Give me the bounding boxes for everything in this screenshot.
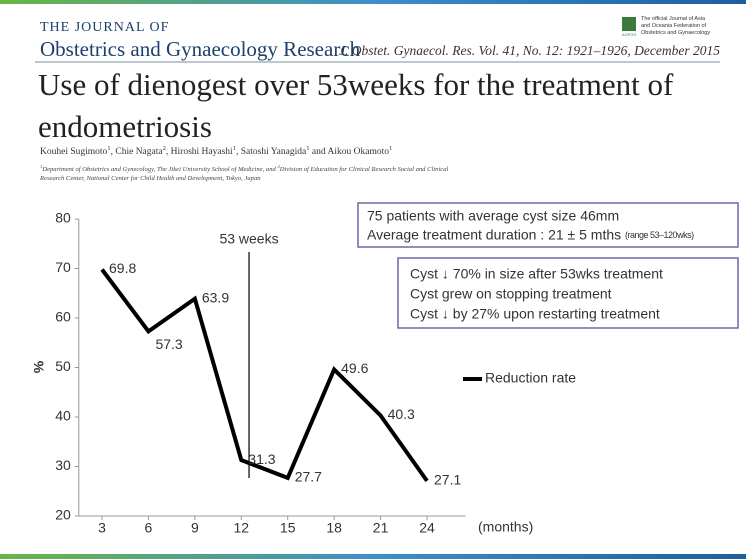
journal-line1: THE JOURNAL OF	[40, 20, 170, 35]
info-box	[357, 202, 739, 248]
y-tick-label: 40	[55, 408, 71, 424]
y-tick-label: 30	[55, 457, 71, 473]
info-line: Cyst grew on stopping treatment	[410, 286, 612, 302]
text-part: Kouhei Sugimoto	[40, 147, 108, 158]
text-part: and Aikou Okamoto	[309, 147, 389, 158]
logo-line: and Oceania Federation of	[641, 23, 707, 29]
article-title: Use of dienogest over 53weeks for the tr…	[38, 67, 674, 144]
logo-text: The official Journal of Asia and Oceania …	[641, 16, 710, 37]
logo-line: Obstetrics and Gynaecology	[641, 30, 711, 36]
y-tick-label: 20	[55, 507, 71, 523]
superscript: 1	[232, 145, 237, 152]
logo-line: The official Journal of Asia	[641, 16, 706, 22]
info-line: Average treatment duration : 21 ± 5 mths…	[367, 227, 694, 243]
y-tick-label: 80	[55, 210, 71, 226]
data-label: 27.1	[434, 472, 461, 488]
data-label: 40.3	[388, 406, 415, 422]
series-line	[100, 268, 429, 483]
y-tick-label: 60	[55, 309, 71, 325]
x-tick-label: 3	[98, 520, 106, 536]
info-line: 75 patients with average cyst size 46mm	[367, 208, 619, 224]
authors: Kouhei Sugimoto1, Chie Nagata2, Hiroshi …	[40, 145, 392, 157]
data-label: 31.3	[248, 451, 275, 467]
affiliations: 1Department of Obstetrics and Gynecology…	[40, 162, 460, 183]
text-part: Department of Obstetrics and Gynecology,…	[42, 166, 278, 174]
x-tick-label: 12	[234, 520, 250, 536]
top-bar	[0, 0, 746, 4]
logo-mark	[622, 17, 636, 31]
x-tick-label: 15	[280, 520, 296, 536]
text-part: , Hiroshi Hayashi	[165, 147, 233, 158]
annotation-label: 53 weeks	[219, 231, 278, 247]
legend-label: Reduction rate	[485, 370, 576, 386]
y-axis-label: %	[31, 360, 47, 373]
journal-line2: Obstetrics and Gynaecology Research	[40, 37, 361, 61]
superscript: 2	[162, 145, 166, 152]
superscript: 2	[277, 164, 280, 169]
bottom-bar	[0, 554, 746, 559]
data-label: 27.7	[295, 469, 322, 485]
x-tick-label: 21	[373, 520, 389, 536]
x-tick-label: 24	[419, 520, 435, 536]
info-box	[397, 257, 739, 329]
text-part: Division of Education for Clinical Resea…	[40, 166, 449, 183]
y-tick-label: 50	[55, 358, 71, 374]
info-note: (range 53–120wks)	[625, 230, 694, 240]
info-line: Cyst ↓ 70% in size after 53wks treatment	[410, 266, 663, 282]
superscript: 1	[107, 145, 111, 152]
x-tick-label: 9	[191, 520, 199, 536]
info-line: Cyst ↓ by 27% upon restarting treatment	[410, 306, 660, 322]
superscript: 1	[388, 145, 393, 152]
x-axis-label: (months)	[478, 519, 533, 535]
superscript: 1	[40, 164, 43, 169]
y-tick-label: 70	[55, 259, 71, 275]
data-label: 49.6	[341, 360, 368, 376]
logo-badge: AOFOG	[622, 32, 637, 37]
text-part: , Chie Nagata	[110, 147, 163, 158]
x-tick-label: 18	[326, 520, 342, 536]
citation: J. Obstet. Gynaecol. Res. Vol. 41, No. 1…	[339, 43, 720, 58]
data-label: 69.8	[109, 260, 136, 276]
data-label: 63.9	[202, 289, 229, 305]
superscript: 1	[306, 145, 310, 152]
text-part: , Satoshi Yanagida	[236, 147, 307, 158]
data-label: 57.3	[155, 336, 182, 352]
x-tick-label: 6	[145, 520, 153, 536]
